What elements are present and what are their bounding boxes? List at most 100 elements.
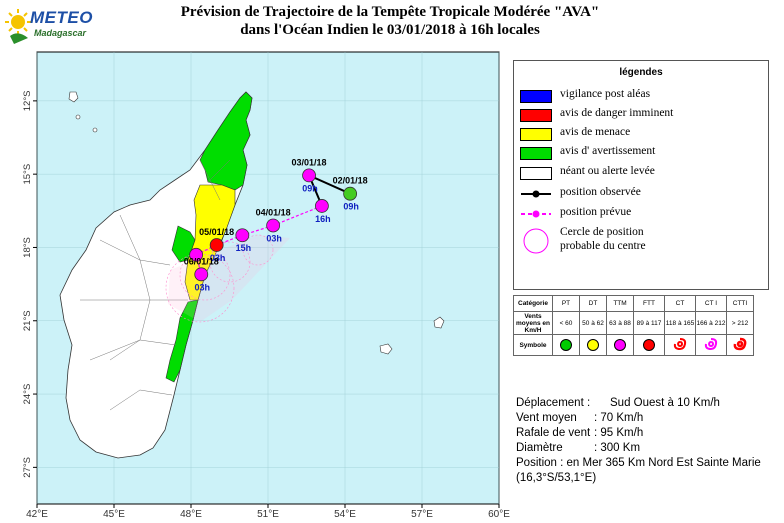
- track-layer: 02/01/1809h03/01/1809h16h04/01/1803h15h0…: [184, 157, 368, 292]
- zone-avertissement-east: [165, 299, 199, 383]
- swatch-menace: [520, 128, 552, 141]
- region-boundaries: [80, 159, 231, 411]
- logo-subtitle: Madagascar: [34, 28, 87, 38]
- uncertainty-cone-area: [168, 235, 290, 322]
- track-hour-label: 15h: [236, 243, 252, 253]
- info-deplacement: Déplacement : Sud Ouest à 10 Km/h: [516, 397, 720, 409]
- pt-symbol-icon: [560, 339, 572, 351]
- info-position: Position : en Mer 365 Km Nord Est Sainte…: [516, 457, 761, 469]
- probability-circle-icon: [523, 228, 549, 254]
- ftt-symbol-icon: [643, 339, 655, 351]
- lon-tick-label: 51°E: [257, 509, 279, 520]
- legend-label: vigilance post aléas: [560, 88, 651, 100]
- page-subtitle: dans l'Océan Indien le 03/01/2018 à 16h …: [240, 22, 540, 38]
- mayotte-comoros-islands: [68, 91, 79, 103]
- symbol-cell: [606, 334, 634, 356]
- swatch-vigilance: [520, 90, 552, 103]
- legend-label: Cercle de position: [560, 226, 644, 238]
- forecast-point-storm: [194, 267, 209, 282]
- forecast-track-icon: [521, 210, 551, 218]
- forecast-point-storm: [189, 247, 204, 262]
- lon-tick-label: 57°E: [411, 509, 433, 520]
- position-point-storm: [302, 168, 316, 183]
- wind-cell: < 60: [552, 311, 580, 335]
- symbol-cell: [579, 334, 607, 356]
- legend-label: néant ou alerte levée: [560, 165, 655, 177]
- track-date-label: 03/01/18: [292, 157, 327, 167]
- category-cell: CTTI: [726, 295, 754, 312]
- track-hour-label: 03h: [210, 253, 226, 263]
- symbol-cell: [552, 334, 580, 356]
- wind-cell: > 212: [726, 311, 754, 335]
- lon-tick-label: 48°E: [180, 509, 202, 520]
- forecast-point-storm: [266, 218, 281, 233]
- info-key: Déplacement :: [516, 397, 591, 409]
- info-value: : 70 Km/h: [594, 412, 644, 424]
- track-date-label: 06/01/18: [184, 256, 219, 266]
- sun-icon: [5, 9, 31, 44]
- legend-label: avis de danger imminent: [560, 107, 674, 119]
- info-position-coords: (16,3°S/53,1°E): [516, 472, 597, 484]
- symbol-head: Symbole: [513, 334, 553, 356]
- position-point-depression: [343, 186, 358, 201]
- info-key: Vent moyen: [516, 412, 577, 424]
- info-key: Rafale de vent: [516, 427, 591, 439]
- category-cell: CT: [664, 295, 696, 312]
- symbol-cell: [726, 334, 754, 356]
- forecast-point-severe: [209, 238, 224, 252]
- observed-track-icon: [521, 190, 551, 198]
- info-value: : 300 Km: [594, 442, 641, 454]
- track-hour-label: 09h: [343, 202, 359, 212]
- observed-track-segment: [308, 174, 351, 195]
- legend-label: position prévue: [560, 206, 632, 218]
- comoros-islet: [92, 127, 98, 133]
- forecast-track-segment: [195, 244, 217, 256]
- lat-tick-label: 12°S: [22, 91, 33, 112]
- forecast-point-storm: [235, 228, 250, 243]
- forecast-track-segment: [272, 205, 323, 227]
- logo-name: METEO: [30, 8, 93, 27]
- lon-tick-label: 54°E: [334, 509, 356, 520]
- info-key: Diamètre: [516, 442, 563, 454]
- lat-tick-label: 18°S: [22, 237, 33, 258]
- swatch-avertissement: [520, 147, 552, 160]
- page-title: Prévision de Trajectoire de la Tempête T…: [180, 4, 600, 20]
- position-point-storm: [314, 199, 329, 213]
- category-head: Catégorie: [513, 295, 553, 312]
- legend-label: avis de menace: [560, 126, 631, 138]
- rodrigues-island: [433, 316, 445, 329]
- ctti-cyclone-icon: [733, 337, 747, 351]
- track-date-label: 04/01/18: [256, 207, 291, 217]
- lat-tick-label: 27°S: [22, 457, 33, 478]
- category-cell: TTM: [606, 295, 634, 312]
- lon-tick-label: 60°E: [488, 509, 510, 520]
- track-hour-label: 03h: [195, 282, 211, 292]
- category-cell: PT: [552, 295, 580, 312]
- legend: légendes vigilance post aléas avis de da…: [513, 60, 769, 290]
- track-date-label: 05/01/18: [199, 227, 234, 237]
- zone-avertissement-northwest: [171, 225, 196, 263]
- info-rafale: Rafale de vent: 95 Km/h: [516, 427, 643, 439]
- info-value: : 95 Km/h: [594, 427, 644, 439]
- lon-tick-label: 42°E: [26, 509, 48, 520]
- winds-head: Vents moyens en Km/H: [513, 311, 553, 335]
- legend-label: avis d' avertissement: [560, 145, 656, 157]
- lon-tick-label: 45°E: [103, 509, 125, 520]
- ct-cyclone-icon: [673, 338, 687, 351]
- symbol-cell: [664, 334, 696, 356]
- wind-cell: 118 à 165: [664, 311, 696, 335]
- meteo-madagascar-logo: METEO Madagascar: [4, 6, 94, 46]
- symbol-cell: [633, 334, 665, 356]
- legend-label: position observée: [560, 186, 641, 198]
- category-cell: DT: [579, 295, 607, 312]
- swatch-neant: [520, 167, 552, 180]
- swatch-danger: [520, 109, 552, 122]
- legend-label: probable du centre: [560, 240, 646, 252]
- track-date-label: 02/01/18: [333, 176, 368, 186]
- lat-tick-label: 21°S: [22, 310, 33, 331]
- info-vent: Vent moyen : 70 Km/h: [516, 412, 643, 424]
- info-value: Sud Ouest à 10 Km/h: [610, 397, 720, 409]
- track-hour-label: 03h: [266, 233, 282, 243]
- legend-title: légendes: [619, 67, 663, 78]
